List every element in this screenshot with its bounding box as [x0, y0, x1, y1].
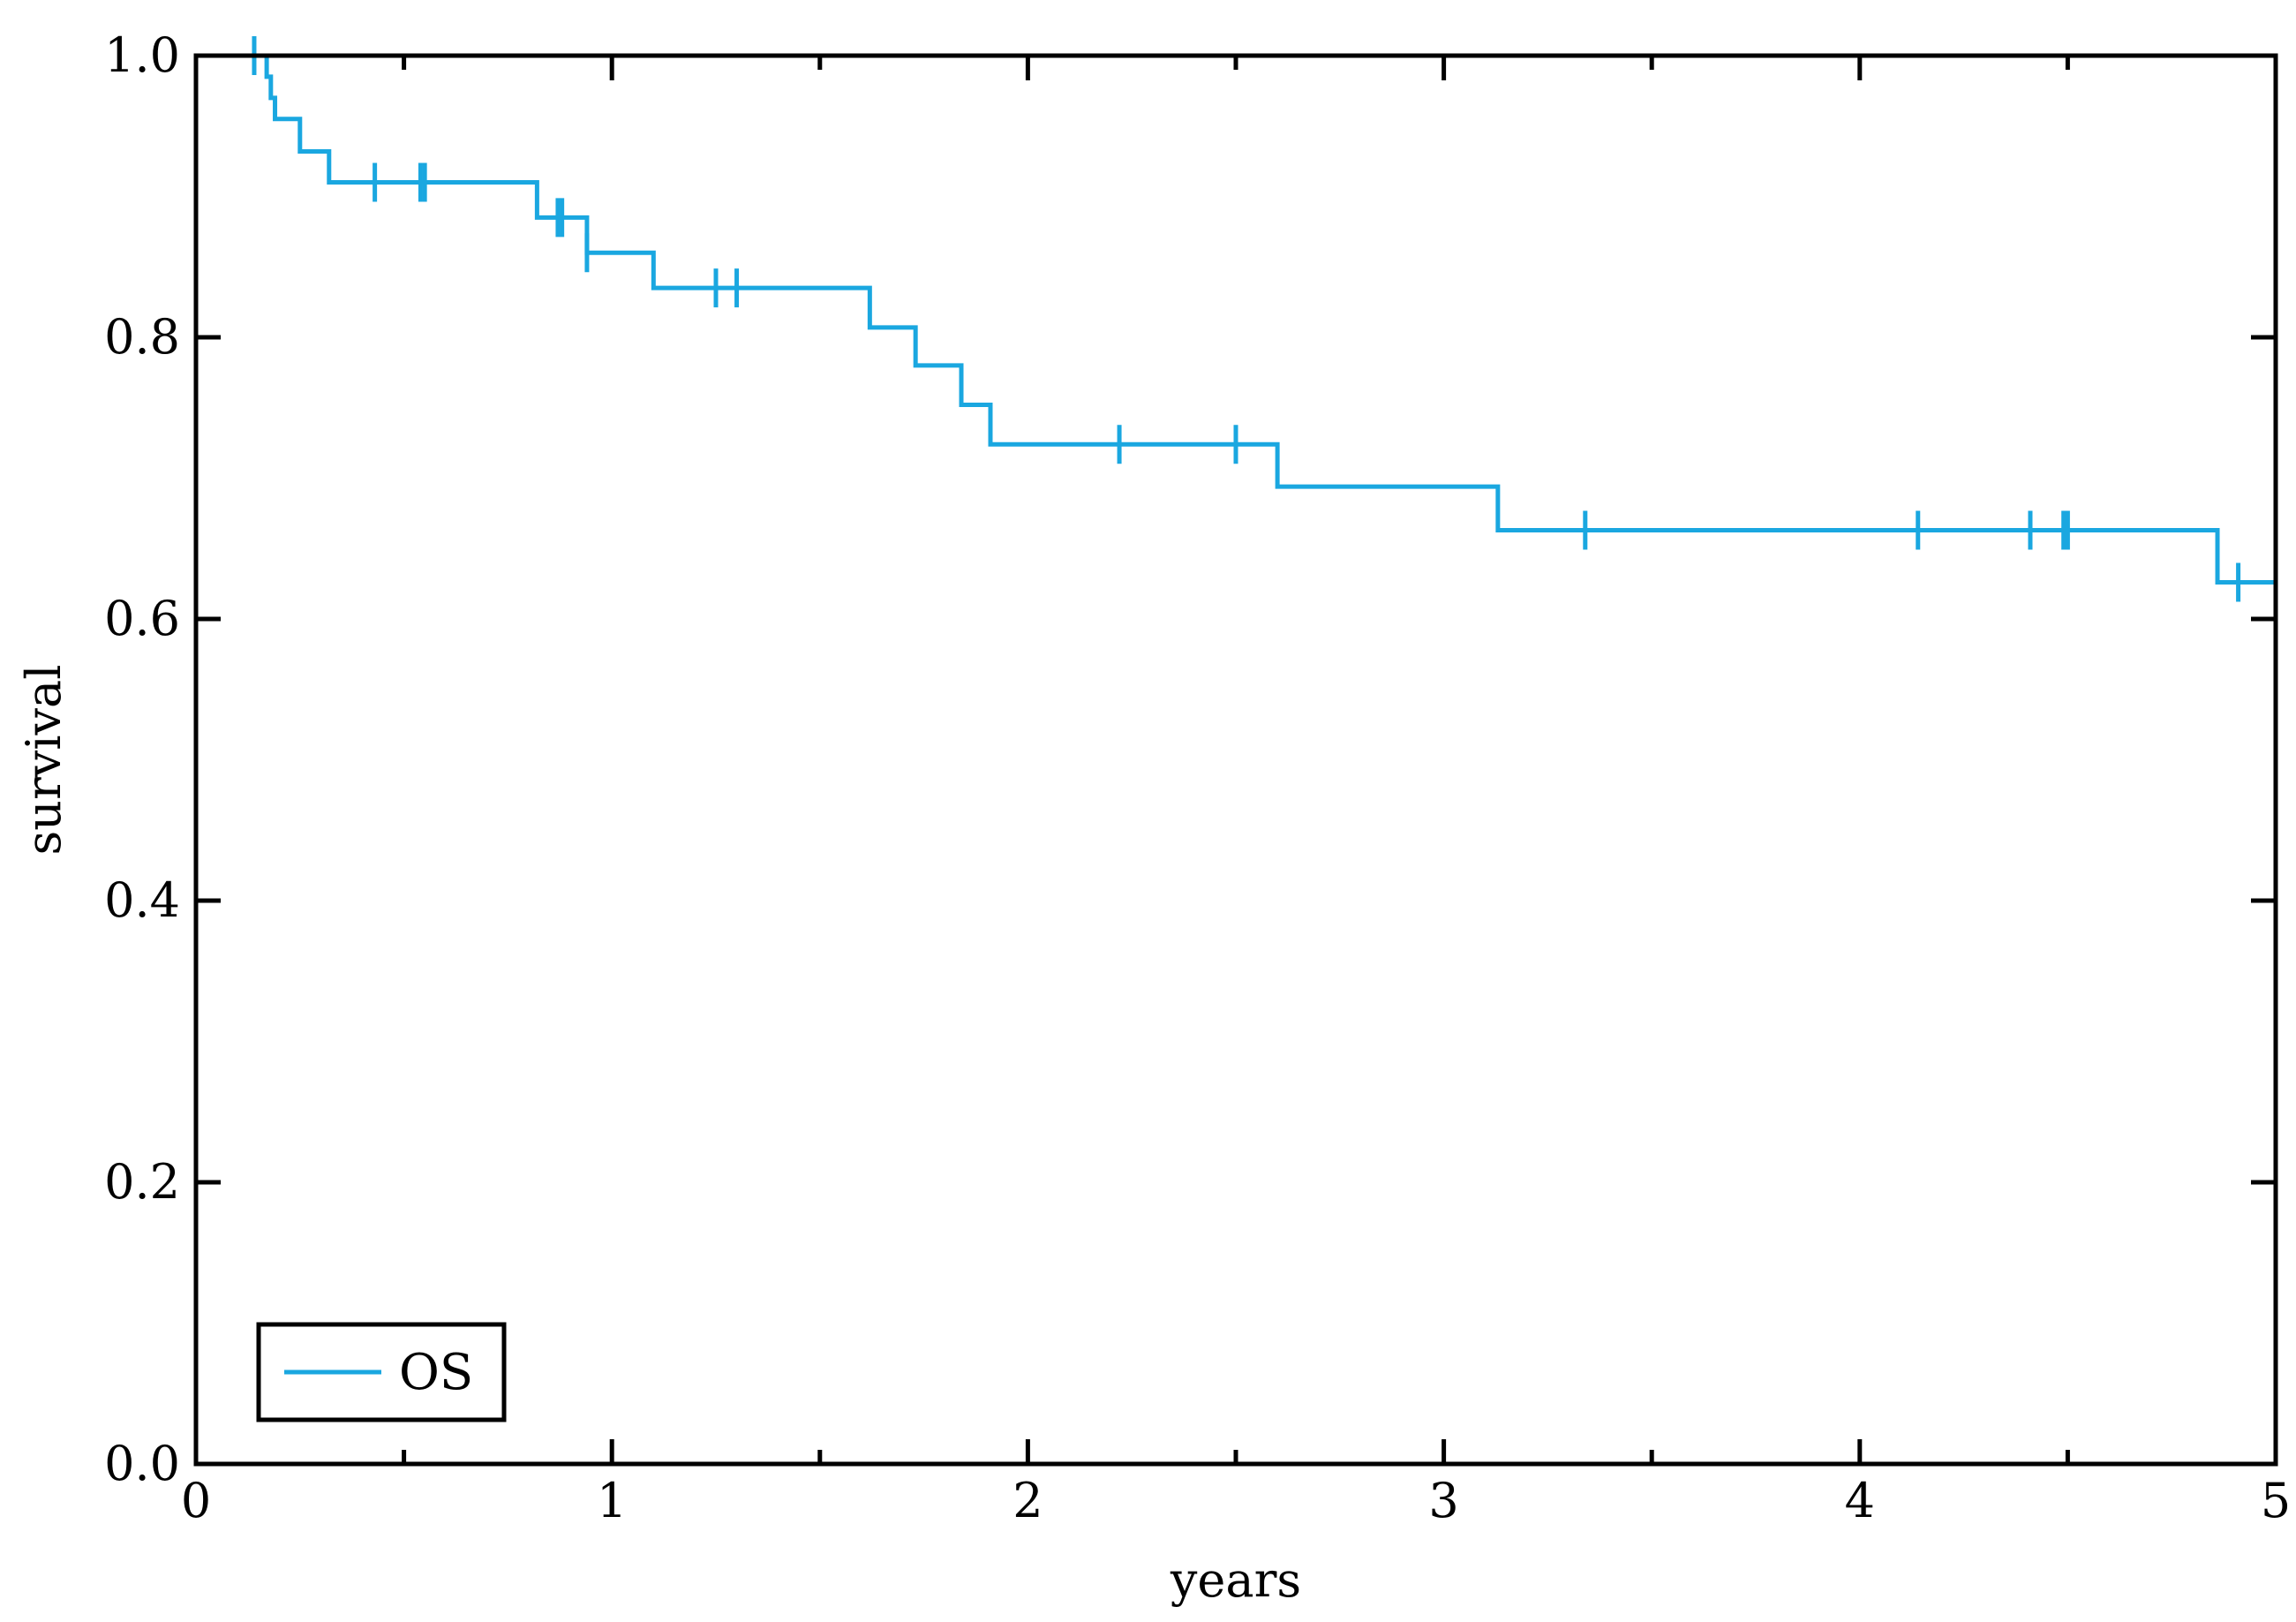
x-tick-label: 5: [2261, 1473, 2291, 1528]
series-line-os: [196, 53, 2276, 585]
y-tick-label: 0.0: [104, 1436, 180, 1491]
y-axis-label: survival: [16, 664, 72, 855]
legend-label-os: OS: [399, 1344, 473, 1401]
legend: OS: [256, 1322, 507, 1422]
x-tick-label: 3: [1428, 1473, 1458, 1528]
x-tick-label: 1: [597, 1473, 627, 1528]
y-tick-label: 0.8: [104, 309, 180, 365]
y-tick-label: 0.6: [104, 591, 180, 646]
x-axis-label: years: [1170, 1552, 1301, 1608]
y-tick-label: 0.2: [104, 1154, 180, 1210]
plot-frame: [193, 53, 2278, 1467]
x-tick-label: 0: [181, 1473, 211, 1528]
series-layer: [196, 36, 2278, 602]
axis-tick-labels: 0 1 2 3 4 5 0.0 0.2 0.4 0.6 0.8 1.0: [104, 27, 2291, 1528]
x-tick-label: 2: [1012, 1473, 1043, 1528]
x-tick-label: 4: [1845, 1473, 1875, 1528]
y-tick-label: 1.0: [104, 27, 180, 83]
y-tick-label: 0.4: [104, 872, 180, 928]
axis-ticks: [193, 53, 2278, 1467]
